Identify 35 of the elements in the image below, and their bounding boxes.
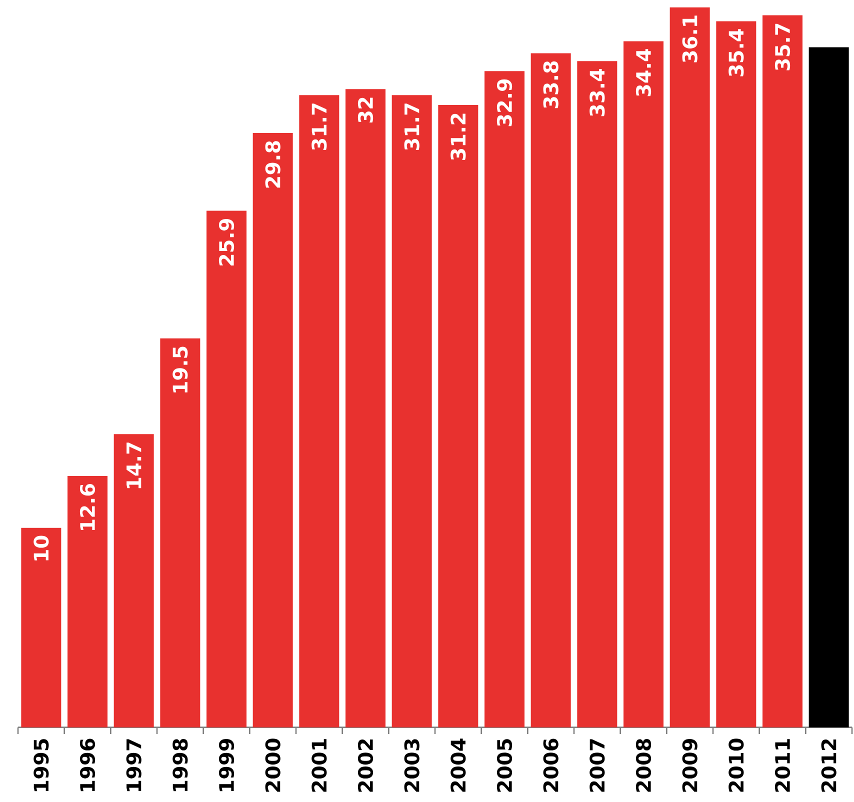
x-tick-label: 2008 [636,738,652,792]
x-tick-label: 1995 [34,739,49,792]
x-tick-label: 2002 [358,739,374,792]
data-label: 31.7 [404,104,420,150]
x-tick-label: 2009 [682,738,698,792]
x-tick-label: 2004 [450,738,466,792]
data-label: 33.8 [543,61,558,108]
x-tick-label: 2006 [543,738,558,792]
x-tick-label: 1999 [218,738,234,792]
data-label: 34.4 [636,49,652,96]
data-label: 35.4 [728,29,744,76]
x-tick-label: 2012 [821,739,836,792]
x-tick-label: 1997 [126,739,142,792]
x-tick-label: 1998 [172,738,188,792]
data-label: 32 [358,98,374,123]
x-tick-label: 2011 [774,739,790,792]
x-tick-label: 2007 [590,739,605,792]
data-label: 31.7 [312,104,327,150]
data-label: 29.8 [265,141,280,188]
data-label: 10 [34,536,49,560]
data-label: 33.4 [590,69,605,116]
x-tick-label: 1996 [80,738,96,792]
x-tick-label: 2010 [728,738,744,792]
x-tick-label: 2003 [404,739,420,792]
x-tick-label: 2005 [496,739,512,792]
data-label: 25.9 [218,218,234,266]
data-label: 35.7 [774,24,790,70]
data-label: 32.9 [496,79,512,126]
data-label: 19.5 [172,346,188,392]
data-label: 36.1 [682,16,698,62]
data-label: 31.2 [450,114,466,160]
x-tick-label: 2000 [265,738,280,792]
x-tick-label: 2001 [312,739,327,792]
data-label: 12.6 [80,484,96,530]
data-label: 14.7 [126,442,142,488]
